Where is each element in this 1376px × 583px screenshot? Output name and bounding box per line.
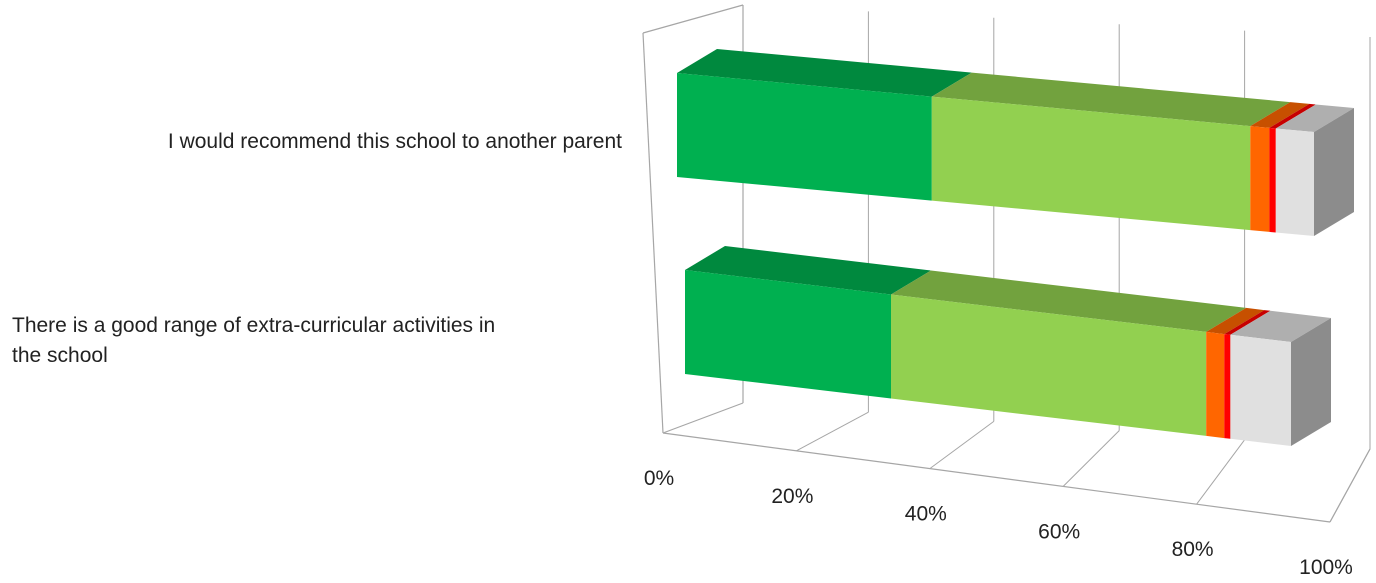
bar-segment-top xyxy=(1206,307,1265,335)
x-tick-label: 80% xyxy=(1172,538,1214,561)
category-labels: I would recommend this school to another… xyxy=(12,130,622,367)
bar-segment xyxy=(1269,127,1276,233)
bar-end-cap xyxy=(1314,108,1354,236)
floor-gridline xyxy=(1329,448,1371,523)
bar-segment-top xyxy=(891,270,1247,332)
floor-gridline xyxy=(796,411,869,452)
x-tick-label: 60% xyxy=(1038,520,1080,543)
bar-group xyxy=(685,246,1331,446)
top-wall-edge xyxy=(642,4,744,34)
bar-segment xyxy=(891,294,1207,436)
x-axis-ticks: 0% 20% 40% 60% 80% 100% xyxy=(644,467,1353,579)
bar-segment xyxy=(677,73,932,201)
left-wall-edge xyxy=(642,32,664,434)
bar-segment-top xyxy=(1230,310,1331,342)
floor-front-edge xyxy=(662,432,1331,523)
x-tick-label: 100% xyxy=(1299,556,1353,578)
bar-segment-top xyxy=(931,72,1291,127)
bar-segment-top xyxy=(677,49,972,97)
category-label: There is a good range of extra-curricula… xyxy=(12,314,495,367)
floor-left-edge xyxy=(662,402,744,434)
x-tick-label: 40% xyxy=(905,503,947,526)
bar-segment xyxy=(1250,126,1270,232)
bar-segment xyxy=(685,270,891,399)
floor-gridline xyxy=(1196,439,1246,505)
bar-segment xyxy=(1224,334,1231,439)
bar-end-cap xyxy=(1291,318,1331,446)
bar-segment xyxy=(1206,331,1225,439)
bar-segment-top xyxy=(1275,104,1354,132)
floor-gridline xyxy=(929,420,995,470)
x-tick-label: 20% xyxy=(771,485,813,508)
x-tick-label: 0% xyxy=(644,467,674,490)
category-label: I would recommend this school to another… xyxy=(168,130,622,153)
bar-segment xyxy=(931,96,1251,231)
chart-bars xyxy=(677,49,1354,446)
floor-gridline xyxy=(1062,430,1120,487)
bar-segment-top xyxy=(1224,310,1271,335)
bar-group xyxy=(677,49,1354,236)
bar-segment-top xyxy=(1250,102,1310,128)
bar-segment xyxy=(1275,128,1314,236)
bar-segment-top xyxy=(1269,103,1316,129)
bar-segment xyxy=(1230,334,1291,446)
bar-segment-top xyxy=(685,246,931,295)
